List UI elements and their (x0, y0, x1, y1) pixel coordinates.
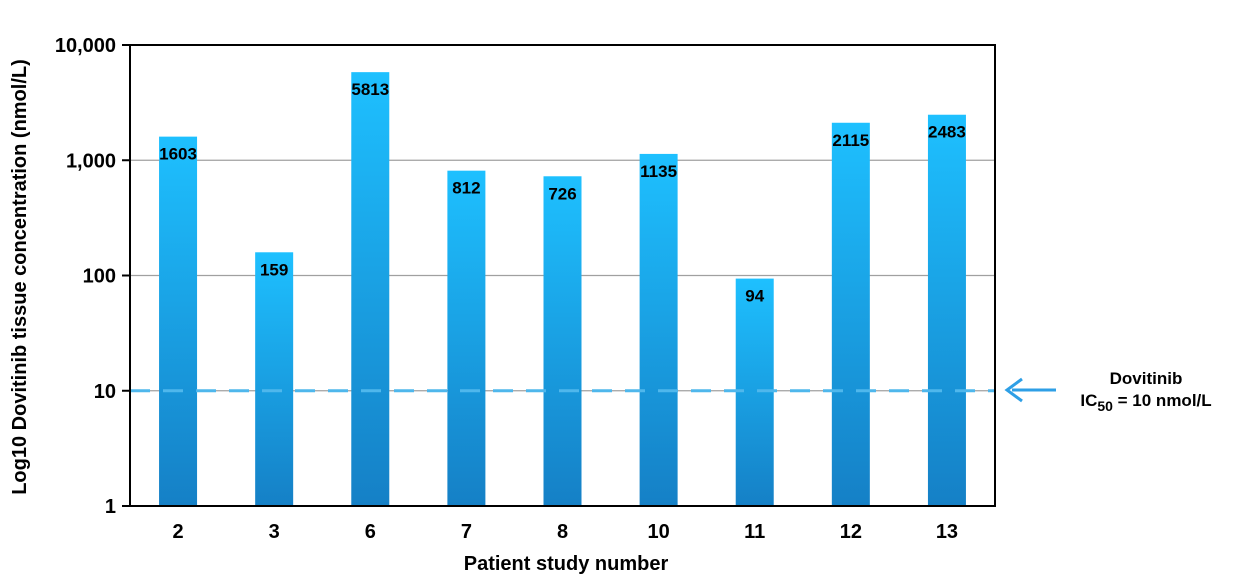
y-tick-label: 1 (105, 496, 116, 518)
data-label-12: 2115 (832, 131, 869, 150)
reference-annotation-title: Dovitinib (1109, 369, 1183, 388)
data-label-7: 812 (452, 179, 480, 198)
reference-arrow-icon (1004, 377, 1056, 403)
data-label-13: 2483 (928, 123, 966, 142)
x-tick-11: 11 (744, 521, 765, 543)
bar-12 (831, 122, 870, 506)
y-axis-label: Log10 Dovitinib tissue concentration (nm… (9, 59, 31, 495)
y-tick-labels: 1 10 100 1,000 10,000 (55, 35, 130, 518)
bar-13 (927, 114, 966, 506)
x-tick-8: 8 (557, 521, 568, 543)
y-tick-label: 10 (94, 381, 116, 403)
reference-annotation: Dovitinib IC50 = 10 nmol/L (1060, 368, 1232, 417)
x-tick-13: 13 (936, 521, 958, 543)
data-label-8: 726 (548, 184, 576, 203)
data-label-3: 159 (260, 260, 288, 279)
bar-6 (351, 72, 390, 506)
x-tick-2: 2 (172, 521, 183, 543)
data-label-6: 5813 (351, 80, 389, 99)
x-tick-6: 6 (365, 521, 376, 543)
bar-3 (255, 252, 294, 506)
bar-11 (735, 278, 774, 506)
ic-value: = 10 nmol/L (1112, 391, 1212, 410)
x-tick-3: 3 (269, 521, 280, 543)
x-axis-label: Patient study number (464, 553, 669, 575)
data-labels: 1603 159 5813 812 726 1135 94 2115 2483 (159, 80, 966, 305)
x-tick-7: 7 (461, 521, 472, 543)
bar-10 (639, 153, 678, 506)
y-tick-label: 1,000 (66, 150, 116, 172)
data-label-10: 1135 (640, 162, 677, 181)
bar-2 (159, 136, 198, 506)
x-tick-10: 10 (647, 521, 669, 543)
data-label-11: 94 (745, 287, 764, 306)
ic-subscript: 50 (1097, 398, 1113, 414)
data-label-2: 1603 (159, 145, 197, 164)
x-tick-12: 12 (840, 521, 862, 543)
y-tick-label: 100 (83, 266, 116, 288)
x-tick-labels: 2 3 6 7 8 10 11 12 13 (172, 521, 958, 543)
bars (159, 72, 966, 507)
y-tick-label: 10,000 (55, 35, 116, 57)
ic-label: IC (1080, 391, 1098, 410)
bar-8 (543, 176, 582, 507)
reference-annotation-value: IC50 = 10 nmol/L (1060, 390, 1232, 417)
bar-7 (447, 170, 486, 507)
